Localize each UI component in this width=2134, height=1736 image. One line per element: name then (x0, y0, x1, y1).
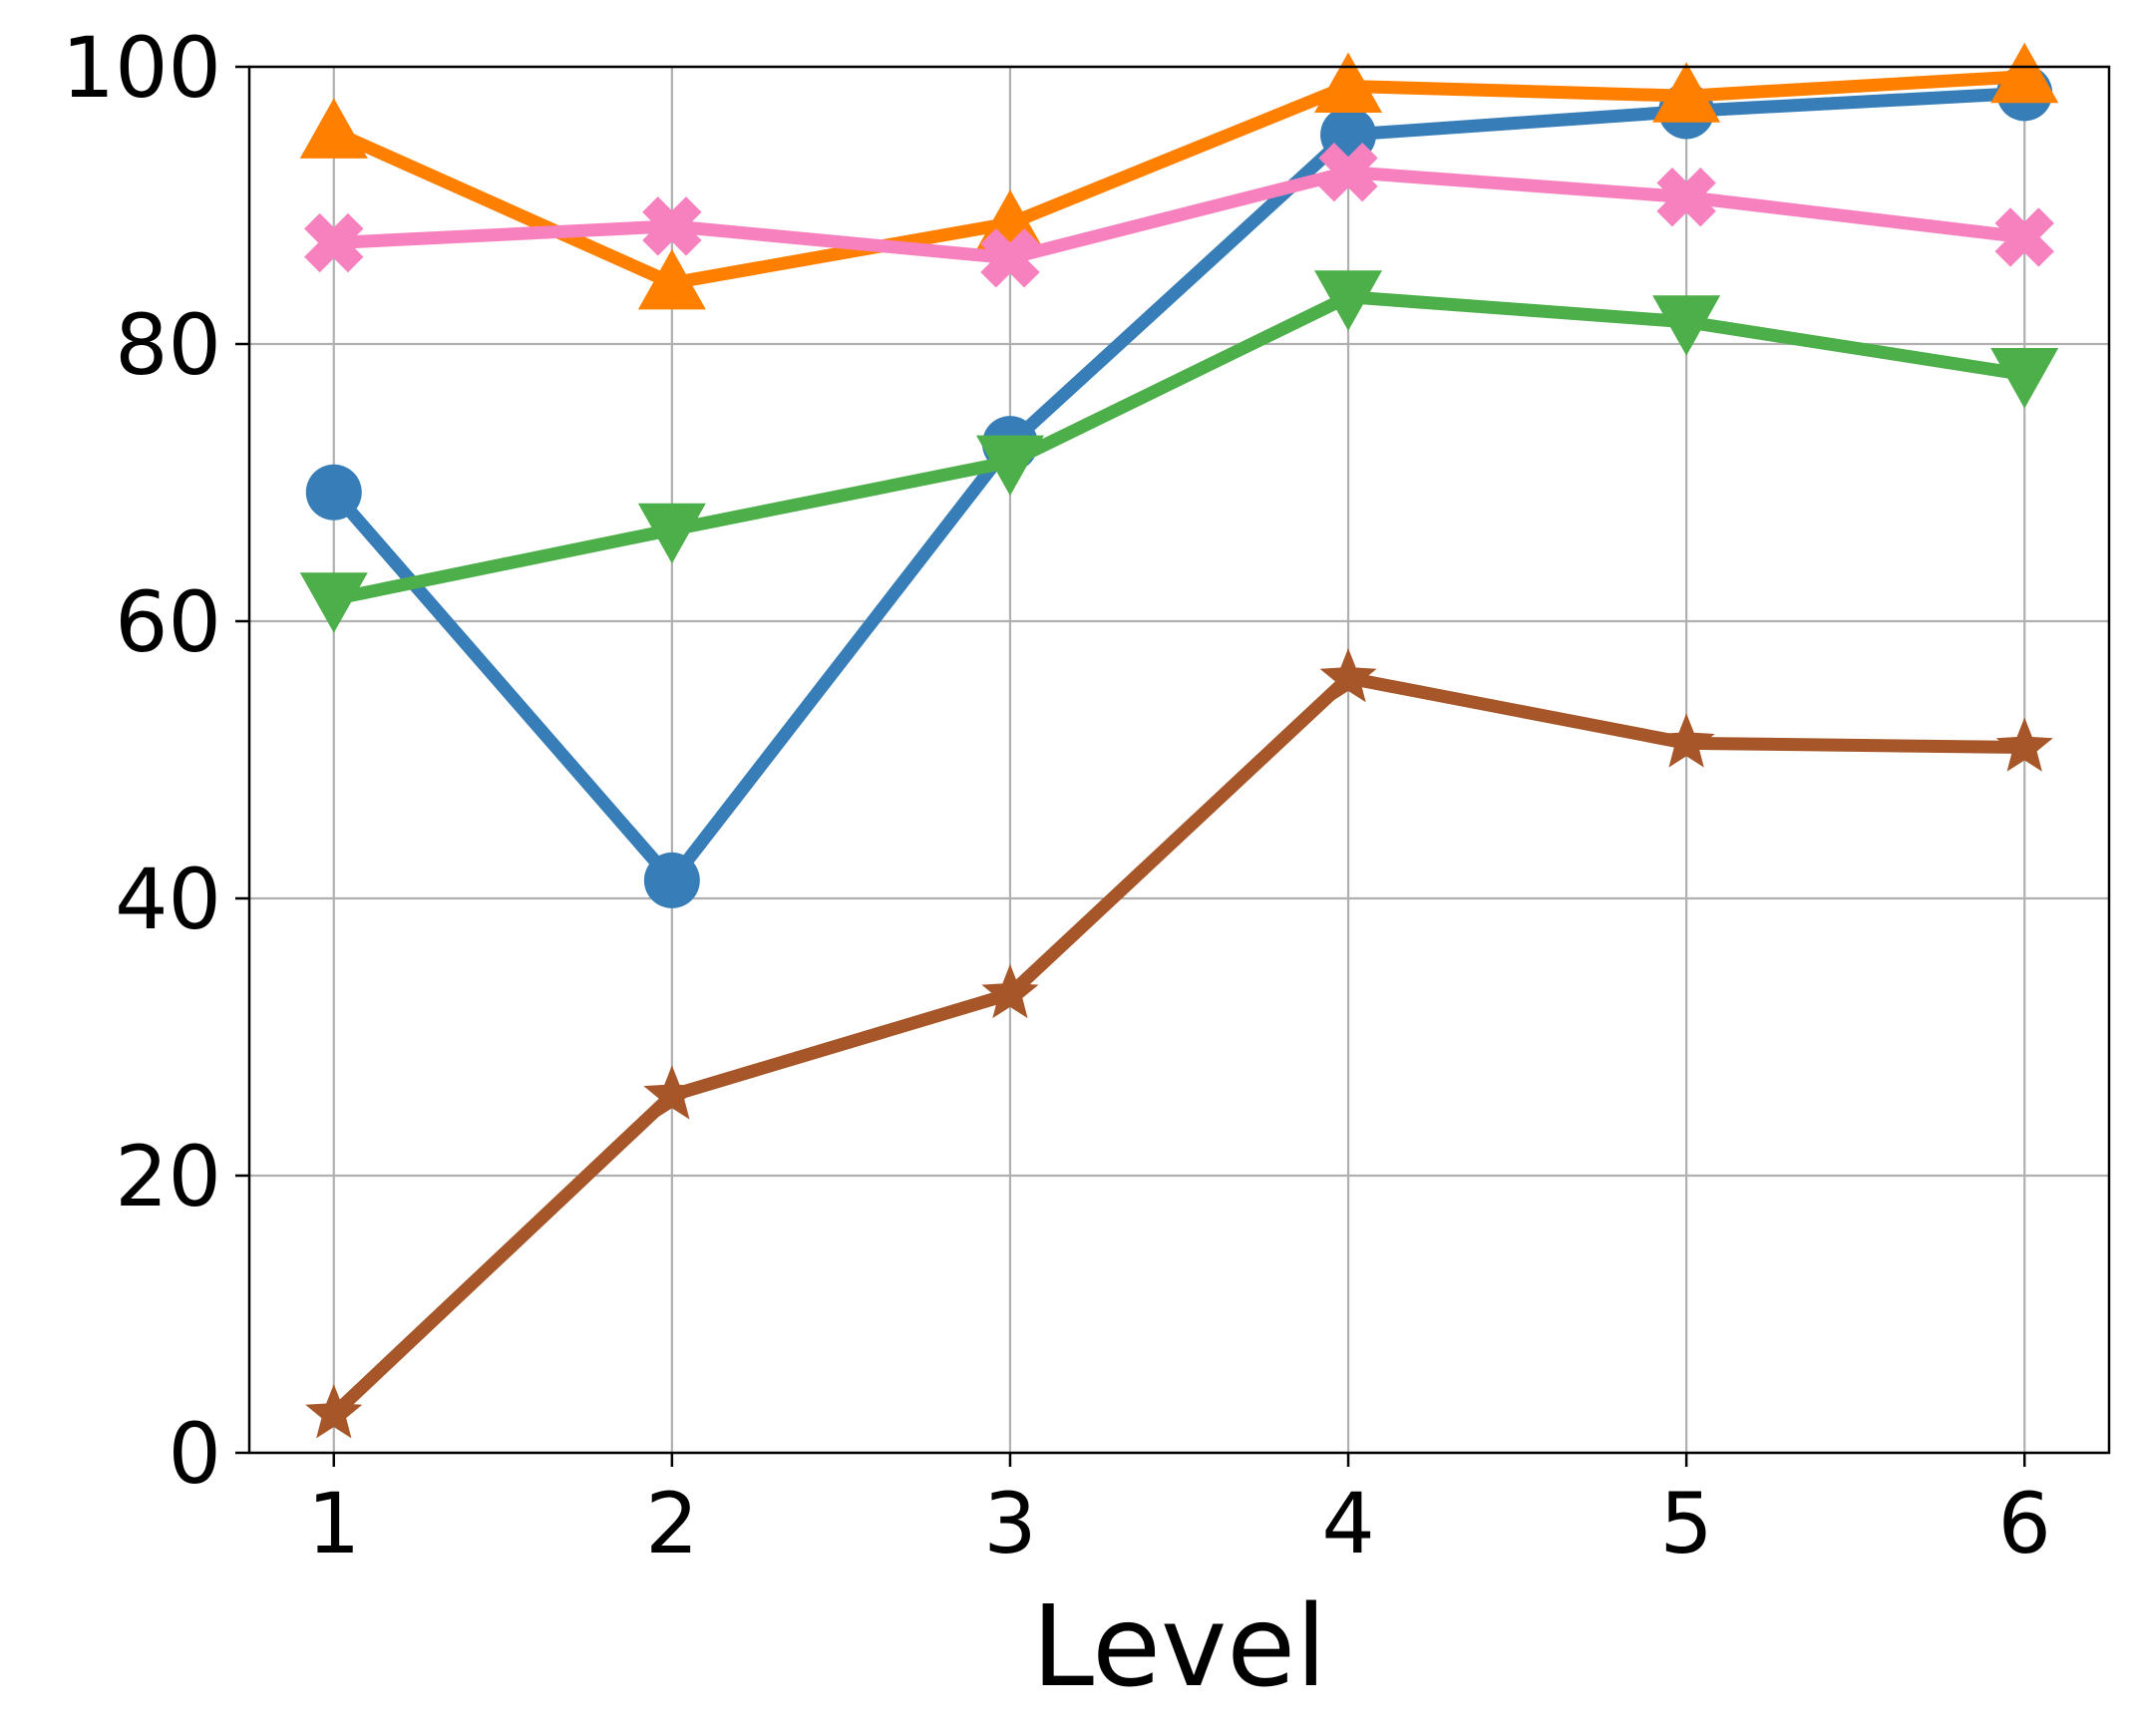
plot-frame (247, 65, 2111, 1455)
data-point-triangle-down (1652, 295, 1721, 356)
series-layer (299, 42, 2059, 1439)
data-point-x (980, 228, 1040, 288)
data-point-triangle-down (299, 572, 368, 633)
series-line (331, 70, 2025, 290)
data-point-triangle-up (299, 98, 368, 159)
data-point-x (304, 212, 364, 273)
data-point-star (981, 963, 1039, 1019)
data-point-triangle-up (637, 248, 706, 310)
y-tick-label: 0 (169, 1405, 221, 1503)
series-5 (305, 647, 2053, 1439)
x-tick-label: 6 (1998, 1475, 2051, 1572)
data-point-triangle-down (637, 503, 706, 564)
y-tick-label: 40 (115, 851, 221, 948)
series-line (332, 290, 2026, 606)
series-3 (304, 142, 2054, 288)
x-tick-label: 4 (1321, 1475, 1374, 1572)
data-point-star (305, 1384, 363, 1439)
data-point-star (643, 1065, 701, 1120)
x-tick-label: 3 (983, 1475, 1036, 1572)
series-1 (305, 65, 2053, 908)
y-tick-label: 60 (115, 573, 221, 671)
series-2 (299, 42, 2059, 310)
data-point-star (1657, 713, 1715, 768)
data-point-triangle-up (1990, 42, 2059, 104)
data-point-star (1995, 717, 2053, 772)
data-point-x (1318, 142, 1378, 202)
grid-layer (249, 65, 2109, 1455)
data-point-triangle-down (975, 435, 1044, 497)
y-tick-label: 80 (115, 296, 221, 394)
data-point-triangle-down (1990, 348, 2059, 409)
y-tick-label: 20 (115, 1128, 221, 1225)
series-line (333, 166, 2025, 265)
x-tick-label: 2 (645, 1475, 698, 1572)
x-axis-title: Level (1032, 1582, 1327, 1712)
data-point-circle (643, 852, 700, 908)
data-point-triangle-up (1314, 52, 1383, 113)
data-point-star (1319, 647, 1377, 703)
y-tick-label: 100 (62, 19, 221, 117)
data-point-triangle-down (1314, 270, 1383, 331)
series-4 (299, 270, 2059, 633)
x-tick-label: 1 (307, 1475, 360, 1572)
data-point-triangle-up (1652, 62, 1721, 123)
series-line (328, 86, 2025, 887)
data-point-x (1994, 207, 2054, 267)
data-point-x (1656, 167, 1716, 227)
data-point-circle (305, 464, 362, 521)
x-tick-label: 5 (1659, 1475, 1712, 1572)
data-point-x (642, 196, 702, 256)
series-line (329, 671, 2025, 1419)
